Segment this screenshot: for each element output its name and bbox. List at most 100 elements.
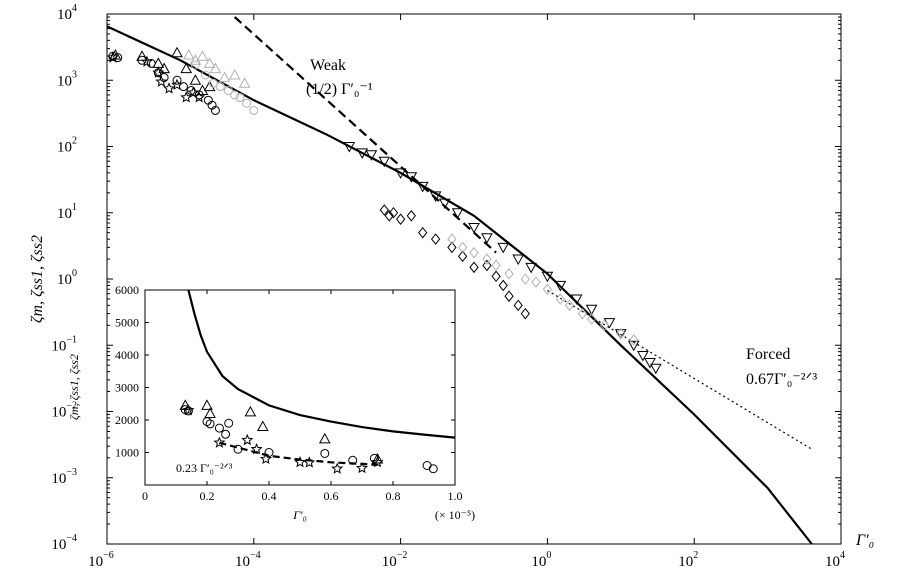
- y-tick-exponent: −2: [66, 401, 77, 412]
- triangle-down-marker: [570, 294, 583, 305]
- triangle-down-marker: [585, 304, 598, 316]
- y-tick-label: 10−3: [51, 467, 77, 487]
- triangle-down-marker: [378, 156, 391, 168]
- star-marker: [371, 456, 384, 468]
- x-tick-label: 10−2: [382, 550, 408, 570]
- diamond-marker: [599, 319, 610, 332]
- diamond-marker: [520, 307, 530, 320]
- triangle-down-marker: [637, 351, 649, 362]
- circle-marker: [202, 417, 212, 427]
- diamond-marker: [542, 283, 553, 296]
- triangle-down-marker: [481, 233, 493, 244]
- triangle-down-marker: [429, 191, 442, 202]
- diamond-marker: [616, 327, 626, 340]
- inset-x-tick-label: 0.6: [324, 489, 339, 503]
- inset-x-label: Γ′₀: [292, 508, 307, 522]
- circle-marker: [205, 419, 215, 429]
- diamond-marker: [379, 204, 389, 216]
- star-marker: [106, 51, 119, 63]
- circle-marker: [320, 448, 330, 458]
- inset-x-tick-label: 0.4: [262, 489, 277, 503]
- inset-x-tick-label: 1.0: [448, 489, 463, 503]
- x-tick-exponent: 4: [840, 550, 845, 561]
- triangle-up-marker: [180, 62, 193, 74]
- star-marker: [213, 436, 226, 448]
- y-tick-exponent: 4: [72, 3, 77, 14]
- triangle-up-marker: [256, 420, 269, 431]
- x-tick-label: 104: [825, 550, 845, 570]
- triangle-up-marker: [201, 399, 213, 410]
- triangle-down-marker: [554, 280, 567, 292]
- triangle-down-marker: [512, 254, 525, 266]
- forced-annotation-formula: 0.67Γ′₀⁻²ᐟ³: [746, 371, 817, 388]
- star-marker: [182, 404, 195, 416]
- star-marker: [241, 433, 254, 446]
- y-tick-exponent: 2: [72, 136, 77, 147]
- triangle-up-marker: [228, 68, 241, 80]
- triangle-down-marker: [451, 208, 464, 219]
- diamond-marker: [555, 293, 565, 305]
- y-tick-exponent: 1: [72, 202, 77, 213]
- circle-marker: [249, 105, 259, 115]
- y-tick-label: 104: [57, 3, 77, 23]
- weak-annotation-formula: (1/2) Γ′₀⁻¹: [306, 81, 373, 98]
- star-marker: [331, 462, 344, 474]
- y-tick-exponent: 3: [72, 69, 77, 80]
- circle-marker: [224, 418, 234, 428]
- circle-marker: [235, 92, 245, 102]
- circle-marker: [137, 55, 147, 65]
- circle-marker: [230, 90, 240, 100]
- diamond-marker: [531, 276, 541, 288]
- star-marker: [303, 456, 316, 468]
- diamond-marker: [430, 233, 441, 245]
- y-tick-label: 103: [57, 69, 77, 89]
- triangle-up-marker: [244, 405, 257, 417]
- diamond-marker: [629, 334, 639, 346]
- circle-marker: [194, 90, 204, 100]
- x-tick-exponent: 0: [546, 550, 551, 561]
- diamond-marker: [482, 259, 492, 272]
- circle-marker: [183, 406, 193, 416]
- inset-y-tick-label: 4000: [115, 348, 139, 362]
- diamond-marker: [457, 241, 468, 254]
- circle-marker: [201, 70, 211, 80]
- weak-annotation-title: Weak: [310, 57, 346, 74]
- inset-x-tick-label: 0: [142, 489, 148, 503]
- diamond-marker: [418, 226, 428, 239]
- inset-x-tick-label: 0.2: [200, 489, 215, 503]
- inset-x-tick-label: 0.8: [386, 489, 401, 503]
- circle-marker: [348, 455, 358, 465]
- diamond-marker: [513, 299, 523, 312]
- inset-solid-line: [187, 289, 456, 439]
- triangle-down-marker: [405, 172, 418, 183]
- circle-marker: [221, 429, 231, 439]
- triangle-down-marker: [438, 198, 451, 210]
- inset-formula: 0.23 Γ′₀⁻²ᐟ³: [176, 461, 233, 475]
- triangle-up-marker: [204, 407, 216, 418]
- y-tick-exponent: −1: [66, 334, 77, 345]
- triangle-up-marker: [171, 46, 183, 58]
- x-tick-exponent: 2: [693, 550, 698, 561]
- star-marker: [171, 78, 184, 91]
- triangle-up-marker: [196, 50, 209, 61]
- star-marker: [155, 75, 168, 87]
- y-tick-label: 102: [57, 136, 77, 156]
- x-tick-label: 10−6: [88, 550, 114, 570]
- inset-background: [144, 289, 456, 486]
- circle-marker: [242, 98, 252, 108]
- inset-points: [179, 399, 438, 474]
- diamond-marker: [520, 273, 530, 285]
- star-marker: [180, 91, 193, 103]
- star-marker: [140, 55, 153, 67]
- star-marker: [193, 91, 206, 103]
- star-marker: [187, 86, 200, 98]
- triangle-up-marker: [318, 432, 331, 444]
- y-tick-label: 101: [57, 202, 77, 222]
- y-axis-label: ζm, ζss1, ζss2: [29, 235, 46, 323]
- star-marker: [355, 461, 369, 474]
- inset-x-multiplier: (× 10⁻⁵): [435, 508, 475, 522]
- diamond-marker: [469, 246, 479, 259]
- triangle-down-marker: [644, 357, 656, 369]
- star-marker: [152, 66, 165, 78]
